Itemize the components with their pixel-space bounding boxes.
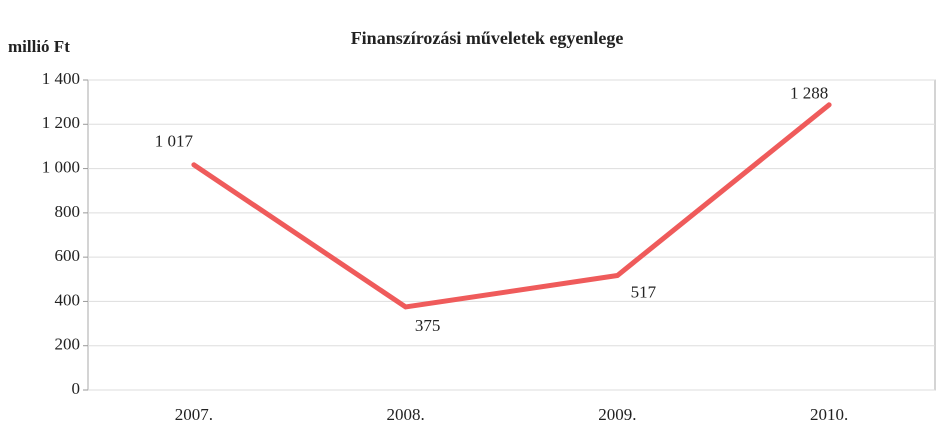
data-label: 517 (631, 282, 657, 301)
x-tick-label: 2010. (810, 405, 848, 424)
y-axis-label: millió Ft (8, 37, 70, 56)
x-tick-label: 2008. (387, 405, 425, 424)
y-tick-label: 600 (55, 246, 81, 265)
data-label: 1 288 (790, 84, 828, 103)
y-tick-label: 1 400 (42, 69, 80, 88)
series-line (191, 102, 832, 310)
y-tick-label: 200 (55, 335, 81, 354)
y-tick-label: 800 (55, 202, 81, 221)
data-label: 375 (415, 316, 441, 335)
x-tick-label: 2009. (598, 405, 636, 424)
y-tick-label: 1 000 (42, 157, 80, 176)
plot-area (87, 79, 936, 391)
y-tick-label: 0 (72, 379, 81, 398)
y-tick-label: 400 (55, 290, 81, 309)
chart-title: Finanszírozási műveletek egyenlege (351, 28, 624, 48)
data-label: 1 017 (155, 132, 194, 151)
y-tick-label: 1 200 (42, 113, 80, 132)
x-tick-label: 2007. (175, 405, 213, 424)
